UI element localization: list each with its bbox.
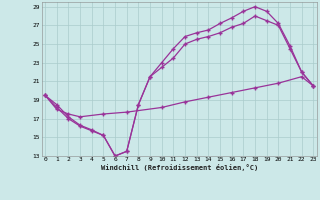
X-axis label: Windchill (Refroidissement éolien,°C): Windchill (Refroidissement éolien,°C) [100,164,258,171]
